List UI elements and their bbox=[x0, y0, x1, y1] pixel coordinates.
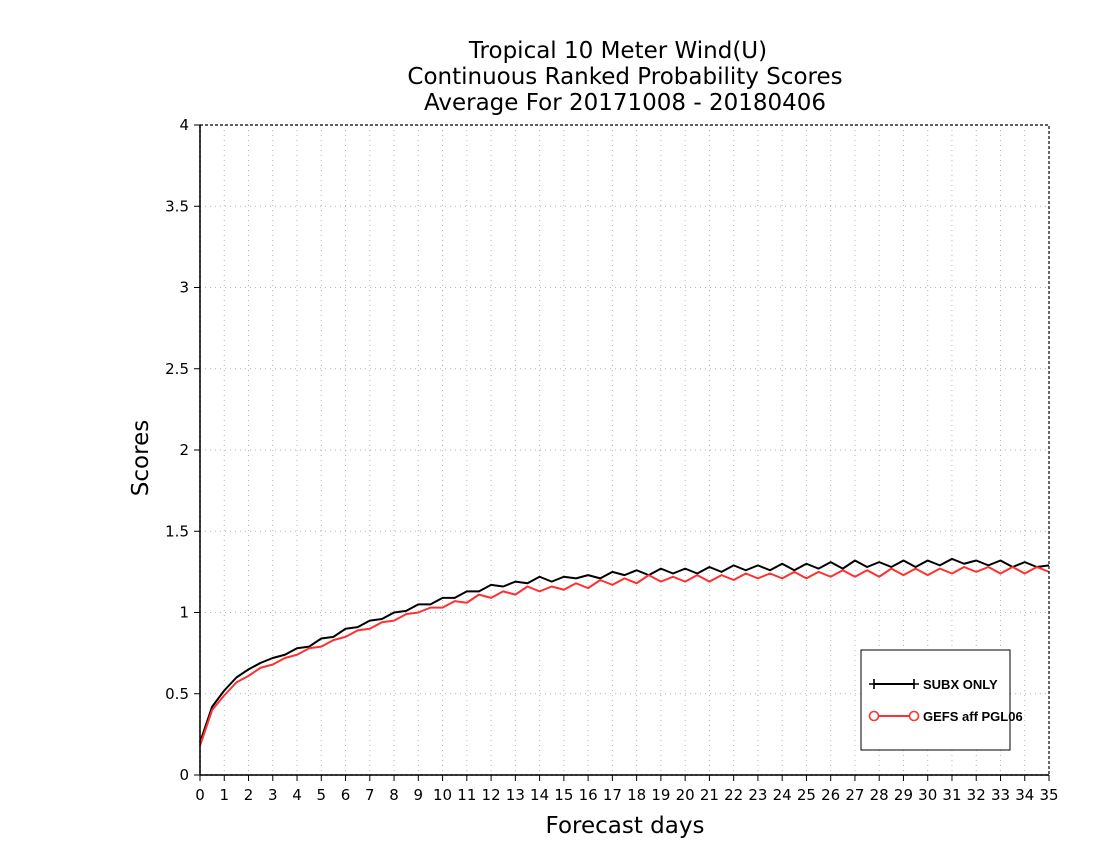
x-tick-label: 10 bbox=[433, 786, 452, 804]
y-tick-label: 3.5 bbox=[165, 197, 189, 215]
legend-box bbox=[860, 649, 1011, 751]
y-tick-label: 2.5 bbox=[165, 360, 189, 378]
x-tick-label: 20 bbox=[676, 786, 695, 804]
x-tick-label: 21 bbox=[700, 786, 719, 804]
legend-marker-plus bbox=[869, 679, 879, 689]
x-tick-label: 3 bbox=[268, 786, 278, 804]
x-tick-label: 28 bbox=[870, 786, 889, 804]
y-tick-label: 2 bbox=[179, 441, 189, 459]
legend-marker-circle bbox=[908, 710, 920, 722]
x-axis-label: Forecast days bbox=[546, 813, 705, 839]
x-tick-label: 35 bbox=[1039, 786, 1058, 804]
x-tick-label: 6 bbox=[341, 786, 351, 804]
x-tick-label: 26 bbox=[821, 786, 840, 804]
y-tick-label: 1 bbox=[179, 604, 189, 622]
x-tick-label: 32 bbox=[967, 786, 986, 804]
series-line-2 bbox=[199, 566, 1050, 747]
x-tick-label: 4 bbox=[292, 786, 302, 804]
x-tick-label: 31 bbox=[942, 786, 961, 804]
x-tick-label: 9 bbox=[414, 786, 424, 804]
x-tick-label: 23 bbox=[748, 786, 767, 804]
x-tick-label: 0 bbox=[195, 786, 205, 804]
x-tick-label: 14 bbox=[530, 786, 549, 804]
x-tick-label: 33 bbox=[991, 786, 1010, 804]
x-tick-label: 19 bbox=[651, 786, 670, 804]
chart-title-line-3: Average For 20171008 - 20180406 bbox=[424, 90, 826, 116]
axes: 0 1 2 3 4 5 6 7 8 9 10 11 12 13 14 15 16 17 18 19 20 21 22 23 24… bbox=[165, 116, 1058, 804]
x-tick-label: 2 bbox=[244, 786, 254, 804]
x-tick-label: 25 bbox=[797, 786, 816, 804]
y-tick-label: 4 bbox=[179, 116, 189, 134]
x-tick-label: 27 bbox=[845, 786, 864, 804]
legend-label-2: GEFS aff PGL06 bbox=[923, 709, 1023, 724]
x-tick-label: 13 bbox=[506, 786, 525, 804]
x-tick-label: 7 bbox=[365, 786, 375, 804]
x-tick-label: 24 bbox=[773, 786, 792, 804]
series-line-1 bbox=[199, 557, 1050, 743]
legend-marker-circle bbox=[868, 710, 880, 722]
x-tick-label: 8 bbox=[389, 786, 399, 804]
chart-title-line-2: Continuous Ranked Probability Scores bbox=[407, 64, 842, 90]
chart-title-line-1: Tropical 10 Meter Wind(U) bbox=[468, 38, 767, 64]
legend: SUBX ONLY GEFS aff PGL06 bbox=[860, 649, 1023, 751]
data-series bbox=[199, 557, 1050, 747]
x-tick-label: 18 bbox=[627, 786, 646, 804]
x-tick-label: 1 bbox=[219, 786, 229, 804]
y-tick-label: 0.5 bbox=[165, 685, 189, 703]
x-tick-label: 34 bbox=[1015, 786, 1034, 804]
legend-label-1: SUBX ONLY bbox=[923, 677, 998, 692]
x-tick-label: 22 bbox=[724, 786, 743, 804]
y-tick-label: 1.5 bbox=[165, 522, 189, 540]
grid-lines bbox=[200, 125, 1049, 775]
y-tick-label: 3 bbox=[179, 279, 189, 297]
x-tick-label: 16 bbox=[579, 786, 598, 804]
legend-marker-plus bbox=[909, 679, 919, 689]
x-tick-label: 11 bbox=[457, 786, 476, 804]
x-tick-label: 15 bbox=[554, 786, 573, 804]
x-tick-label: 29 bbox=[894, 786, 913, 804]
x-tick-label: 17 bbox=[603, 786, 622, 804]
x-tick-label: 30 bbox=[918, 786, 937, 804]
x-tick-label: 5 bbox=[317, 786, 327, 804]
x-tick-label: 12 bbox=[482, 786, 501, 804]
y-axis-label: Scores bbox=[128, 420, 154, 496]
chart-title: Tropical 10 Meter Wind(U) Continuous Ran… bbox=[407, 38, 842, 116]
y-tick-label: 0 bbox=[179, 766, 189, 784]
